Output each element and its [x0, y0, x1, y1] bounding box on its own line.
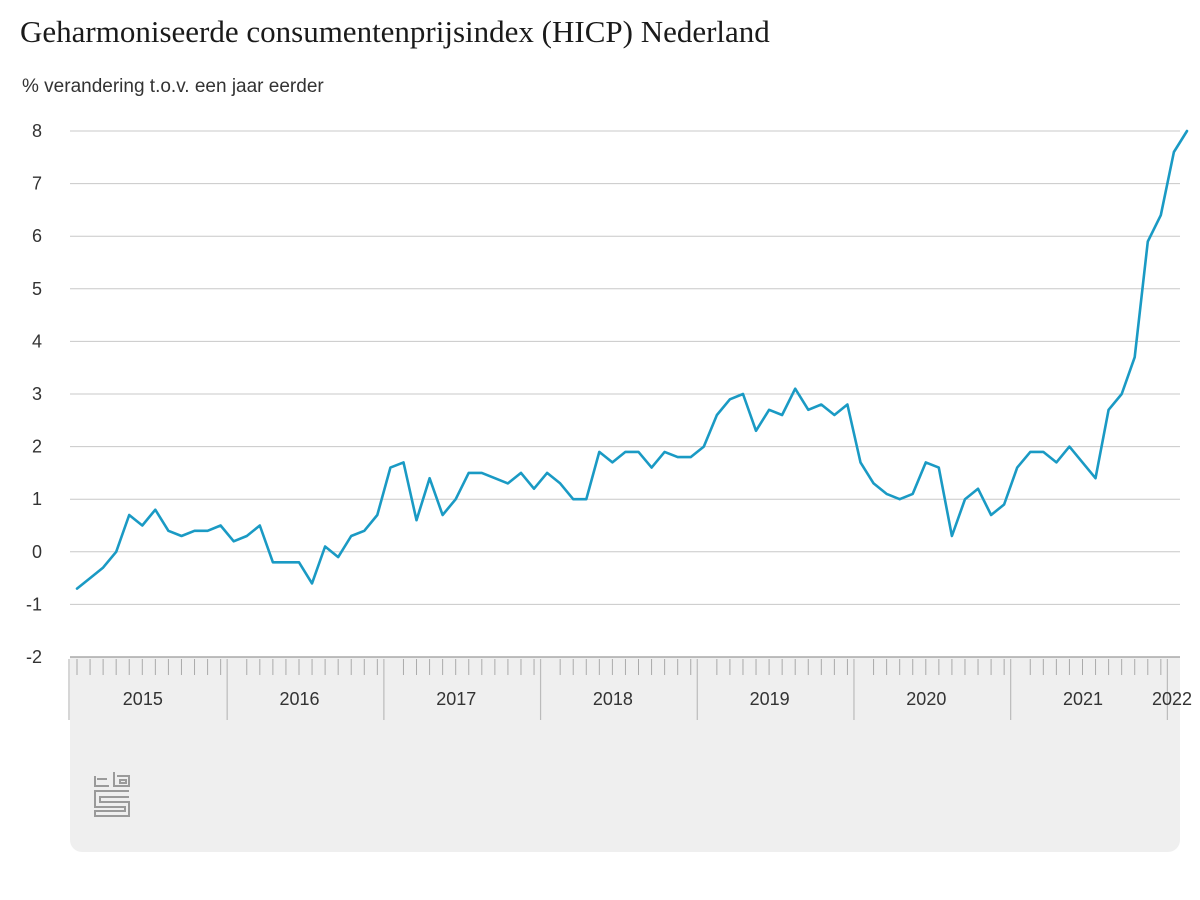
x-year-label: 2017 — [436, 689, 476, 709]
y-tick-label: 0 — [32, 542, 42, 562]
x-year-label: 2015 — [123, 689, 163, 709]
chart-title: Geharmoniseerde consumentenprijsindex (H… — [20, 14, 770, 49]
x-axis-ticks — [68, 659, 1168, 720]
x-year-label: 2019 — [750, 689, 790, 709]
x-year-label: 2020 — [906, 689, 946, 709]
y-tick-label: -2 — [26, 647, 42, 667]
grid-lines — [70, 130, 1180, 658]
y-axis-ticks: 8 7 6 5 4 3 2 1 0 -1 -2 — [26, 121, 42, 667]
y-tick-label: -1 — [26, 594, 42, 614]
y-tick-label: 2 — [32, 437, 42, 457]
x-axis-band — [70, 657, 1180, 852]
x-axis-year-labels: 2015 2016 2017 2018 2019 2020 2021 2022 — [123, 689, 1192, 709]
y-tick-label: 1 — [32, 489, 42, 509]
x-year-label: 2021 — [1063, 689, 1103, 709]
y-tick-label: 3 — [32, 384, 42, 404]
chart-subtitle: % verandering t.o.v. een jaar eerder — [22, 76, 324, 97]
y-tick-label: 8 — [32, 121, 42, 141]
cbs-logo — [94, 772, 130, 817]
x-year-label: 2018 — [593, 689, 633, 709]
y-tick-label: 7 — [32, 174, 42, 194]
y-tick-label: 6 — [32, 226, 42, 246]
y-tick-label: 5 — [32, 279, 42, 299]
x-year-label: 2022 — [1152, 689, 1192, 709]
x-year-label: 2016 — [279, 689, 319, 709]
series-line — [75, 129, 1189, 590]
y-tick-label: 4 — [32, 331, 42, 351]
